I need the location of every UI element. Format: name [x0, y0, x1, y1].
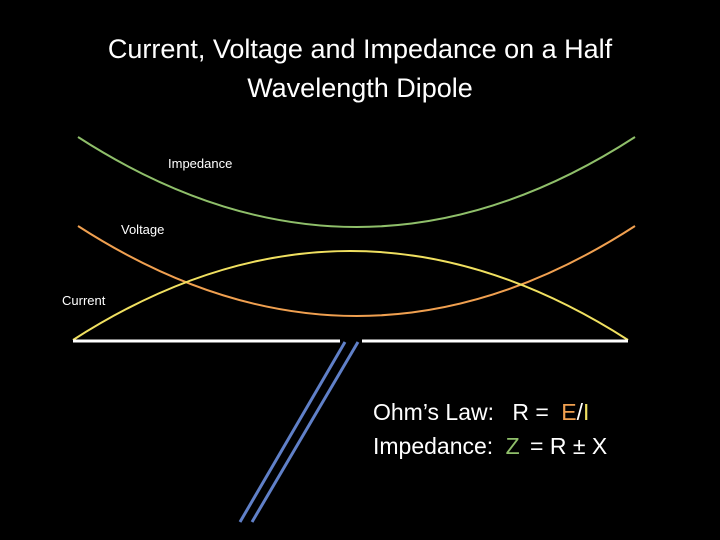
formula-part: E: [561, 399, 576, 425]
formula-part: Z: [506, 433, 520, 459]
voltage-curve: [77, 225, 636, 317]
feedline: [238, 341, 347, 523]
curve-label: Impedance: [168, 156, 232, 171]
title-line: Wavelength Dipole: [247, 73, 473, 103]
formula: Ohm’s Law: R = E/I: [373, 399, 589, 425]
current-curve: [72, 250, 629, 341]
formula-label: Impedance:: [373, 433, 493, 459]
feedline: [250, 341, 360, 523]
formula-label: Ohm’s Law:: [373, 399, 494, 425]
title-line: Current, Voltage and Impedance on a Half: [108, 34, 613, 64]
curve-label: Current: [62, 293, 106, 308]
formula-part: /: [577, 399, 584, 425]
curve-label: Voltage: [121, 222, 164, 237]
formula-part: I: [583, 399, 589, 425]
impedance-curve: [77, 136, 636, 228]
formula-part: R =: [512, 399, 548, 425]
formula: Impedance: Z = R ± X: [373, 433, 607, 459]
formula-part: = R ± X: [530, 433, 607, 459]
